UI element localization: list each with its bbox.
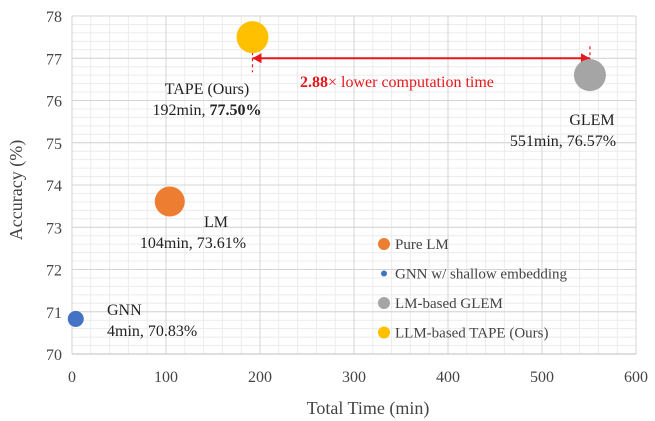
- x-tick-label: 100: [154, 369, 178, 386]
- grid-major: [71, 15, 637, 355]
- label-gnn-value: 4min, 70.83%: [107, 323, 197, 340]
- x-tick-label: 200: [248, 369, 272, 386]
- y-tick-label: 74: [46, 178, 62, 195]
- comparison-arrowhead-left: [252, 53, 262, 64]
- x-tick-label: 500: [530, 369, 554, 386]
- y-tick-label: 73: [46, 220, 62, 237]
- label-glem-value: 551min, 76.57%: [510, 133, 616, 150]
- label-lm-name: LM: [204, 214, 228, 231]
- legend-marker: [378, 297, 390, 309]
- x-tick-labels: 0 100 200 300 400 500 600: [68, 369, 648, 386]
- label-glem-name: GLEM: [569, 112, 614, 129]
- legend-marker: [378, 326, 390, 339]
- label-tape-name: TAPE (Ours): [165, 81, 249, 98]
- legend-label: LLM-based TAPE (Ours): [395, 326, 549, 342]
- comparison-bold-value: 2.88: [300, 74, 328, 91]
- x-axis-title: Total Time (min): [307, 398, 430, 419]
- point-glem: [573, 59, 606, 92]
- x-tick-label: 0: [68, 369, 76, 386]
- comparison-label: 2.88× lower computation time: [300, 74, 494, 91]
- legend-label: Pure LM: [395, 237, 449, 253]
- point-lm: [154, 186, 185, 217]
- y-tick-label: 71: [46, 305, 62, 322]
- y-tick-labels: 70 71 72 73 74 75 76 77 78: [46, 9, 62, 364]
- legend: Pure LM GNN w/ shallow embedding LM-based …: [378, 237, 568, 342]
- legend-label: LM-based GLEM: [395, 296, 503, 312]
- label-lm-value: 104min, 73.61%: [140, 235, 246, 252]
- label-gnn-name: GNN: [107, 302, 142, 319]
- y-axis-title: Accuracy (%): [6, 140, 27, 240]
- y-tick-label: 70: [46, 347, 62, 364]
- x-tick-label: 400: [436, 369, 460, 386]
- x-tick-label: 300: [342, 369, 366, 386]
- legend-label: GNN w/ shallow embedding: [395, 267, 568, 283]
- data-points: [67, 21, 606, 327]
- y-tick-label: 72: [46, 263, 62, 280]
- label-tape-time: 192min,: [153, 102, 210, 119]
- y-tick-label: 77: [46, 51, 62, 68]
- y-tick-label: 76: [46, 94, 62, 111]
- point-gnn: [67, 310, 84, 327]
- x-tick-label: 600: [624, 369, 648, 386]
- y-tick-label: 78: [46, 9, 62, 26]
- legend-marker: [381, 270, 387, 277]
- label-tape-value: 192min, 77.50%: [153, 102, 262, 119]
- point-tape: [236, 21, 269, 54]
- legend-marker: [378, 238, 390, 250]
- y-tick-label: 75: [46, 136, 62, 153]
- comparison-text: × lower computation time: [328, 74, 494, 91]
- label-tape-bold: 77.50%: [209, 102, 261, 119]
